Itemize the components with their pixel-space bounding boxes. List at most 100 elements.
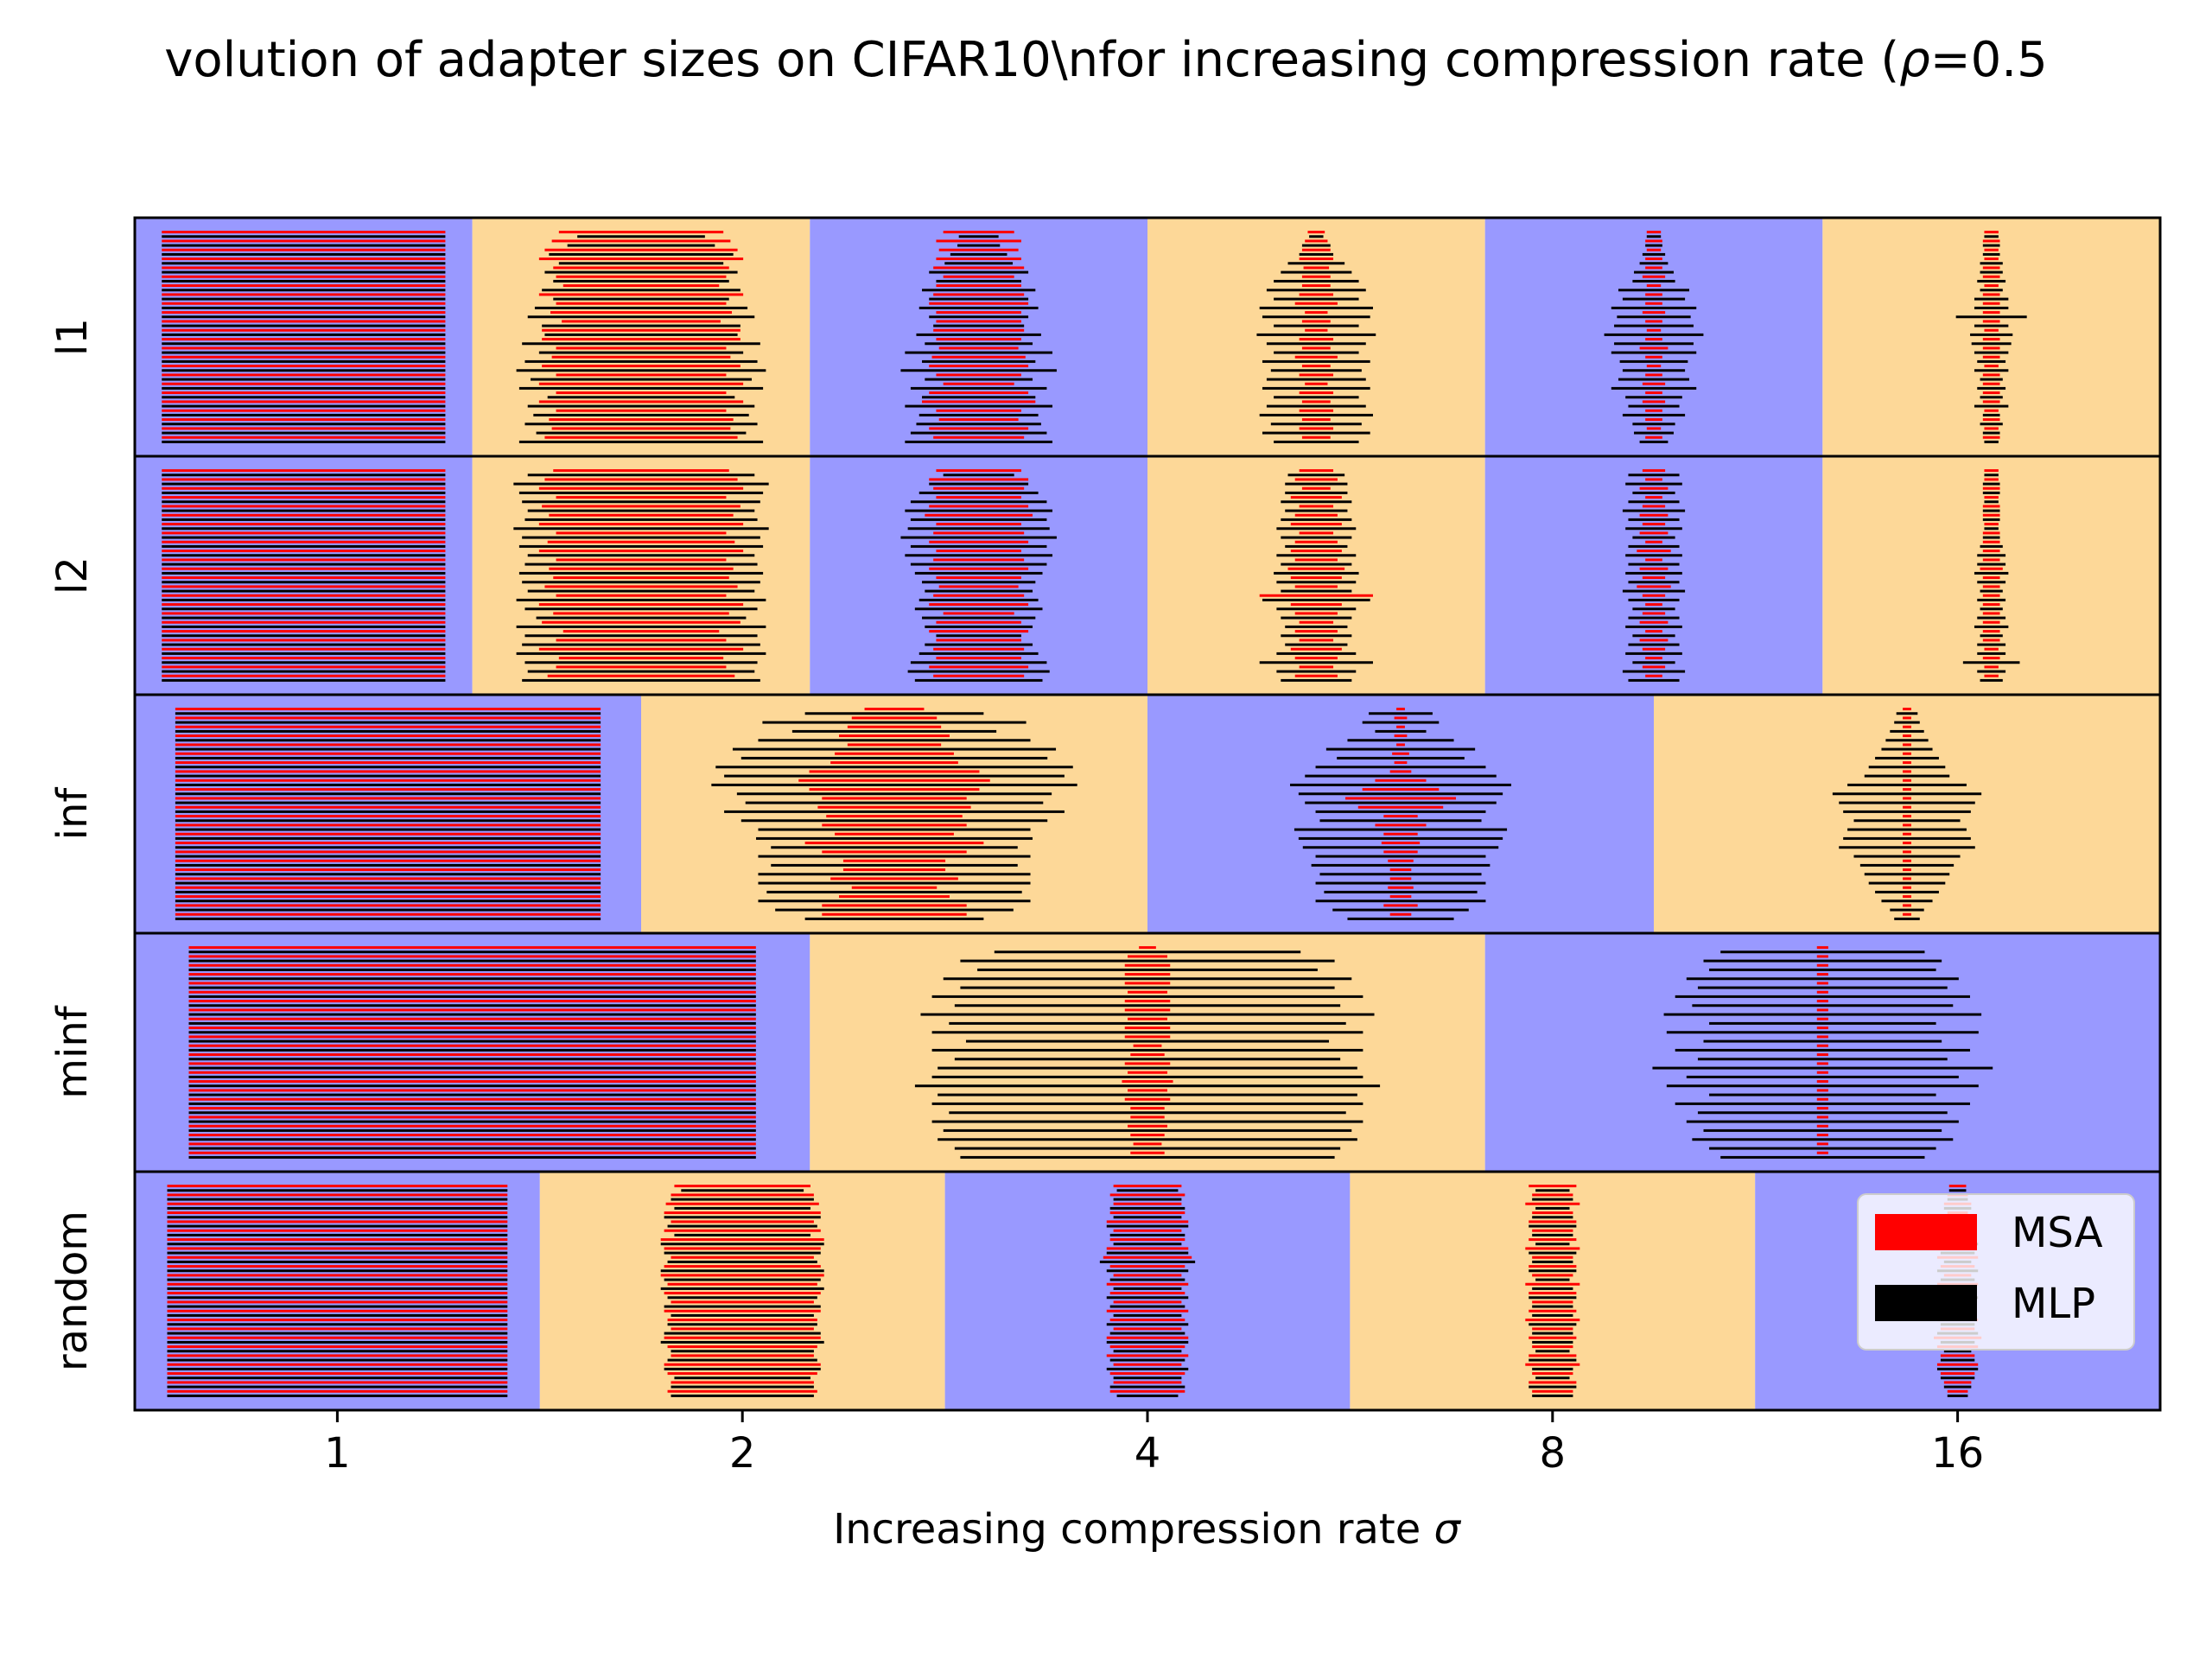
bar-l1-sigma-2-layer-12-mlp [544, 333, 738, 336]
bar-inf-sigma-4-layer-4-mlp [1347, 739, 1454, 742]
bar-minf-sigma-2-layer-4-msa [1124, 973, 1171, 976]
bar-minf-sigma-1-layer-5-msa [188, 982, 756, 985]
bar-l1-sigma-32-layer-17-msa [1982, 373, 2000, 377]
bar-l1-sigma-4-layer-8-mlp [929, 297, 1029, 301]
bar-random-sigma-16-layer-1-msa [1948, 1185, 1967, 1188]
bar-l1-sigma-8-layer-11-msa [1301, 320, 1331, 323]
bar-inf-sigma-1-layer-9-mlp [175, 783, 601, 786]
bar-l2-sigma-16-layer-10-msa [1637, 550, 1671, 553]
bar-inf-sigma-2-layer-17-msa [822, 850, 967, 854]
bar-l1-sigma-32-layer-21-mlp [1982, 413, 2000, 416]
bar-inf-sigma-4-layer-14-msa [1375, 823, 1427, 827]
bar-inf-sigma-2-layer-19-mlp [758, 873, 1031, 876]
bar-l2-sigma-32-layer-12-msa [1980, 567, 2003, 570]
bar-inf-sigma-8-layer-18-mlp [1859, 863, 1955, 867]
bar-inf-sigma-1-layer-21-mlp [175, 890, 601, 893]
bar-l2-sigma-32-layer-7-msa [1984, 523, 1999, 526]
bar-l1-sigma-1-layer-22-msa [162, 418, 446, 422]
bar-inf-sigma-2-layer-13-msa [826, 815, 963, 818]
bar-l1-sigma-8-layer-10-msa [1305, 311, 1328, 315]
bar-l2-sigma-1-layer-22-msa [162, 657, 446, 660]
bar-l1-sigma-8-layer-16-msa [1301, 365, 1331, 368]
bar-random-sigma-2-layer-22-mlp [674, 1376, 810, 1380]
x-tick-label-2: 2 [729, 1429, 756, 1478]
bar-inf-sigma-1-layer-20-msa [175, 877, 601, 880]
bar-l1-sigma-2-layer-12-msa [542, 328, 741, 332]
bar-l1-sigma-2-layer-7-msa [563, 284, 720, 288]
bar-inf-sigma-8-layer-17-msa [1903, 850, 1911, 854]
bar-l2-sigma-8-layer-23-msa [1299, 665, 1334, 669]
bar-minf-sigma-4-layer-15-msa [1816, 1071, 1828, 1074]
bar-l1-sigma-2-layer-23-mlp [536, 431, 747, 435]
bar-l2-sigma-4-layer-19-msa [929, 630, 1029, 633]
row-label-l2: l2 [48, 556, 97, 594]
bar-inf-sigma-2-layer-7-mlp [715, 766, 1073, 769]
bar-l2-sigma-4-layer-23-msa [929, 665, 1029, 669]
bar-l2-sigma-8-layer-2-mlp [1285, 482, 1348, 486]
bar-random-sigma-8-layer-13-msa [1529, 1292, 1577, 1295]
bar-l2-sigma-32-layer-10-mlp [1977, 554, 2006, 557]
band-inf-sigma-4 [1147, 695, 1654, 933]
bar-l1-sigma-2-layer-4-mlp [558, 262, 724, 265]
bar-random-sigma-1-layer-8-mlp [167, 1251, 508, 1255]
bar-inf-sigma-4-layer-12-msa [1357, 805, 1444, 809]
bar-l2-sigma-32-layer-17-msa [1982, 612, 2000, 615]
bar-inf-sigma-8-layer-18-msa [1903, 859, 1911, 862]
bar-random-sigma-16-layer-19-mlp [1943, 1350, 1972, 1353]
bar-l1-sigma-8-layer-3-mlp [1299, 252, 1334, 256]
bar-minf-sigma-4-layer-14-mlp [1652, 1066, 1993, 1070]
bar-l2-sigma-16-layer-16-mlp [1632, 607, 1675, 611]
bar-l1-sigma-2-layer-2-mlp [567, 244, 715, 247]
bar-l2-sigma-16-layer-13-msa [1642, 576, 1666, 580]
bar-minf-sigma-2-layer-13-msa [1130, 1053, 1165, 1057]
bar-l2-sigma-8-layer-22-mlp [1259, 661, 1373, 664]
bar-l2-sigma-4-layer-20-msa [936, 639, 1021, 642]
bar-random-sigma-1-layer-3-msa [167, 1202, 508, 1205]
bar-l2-sigma-16-layer-5-mlp [1622, 509, 1686, 512]
bar-l2-sigma-2-layer-14-mlp [527, 589, 755, 593]
bar-l1-sigma-32-layer-1-mlp [1984, 235, 1999, 238]
bar-random-sigma-2-layer-23-msa [671, 1381, 814, 1384]
bar-random-sigma-8-layer-22-msa [1532, 1372, 1573, 1376]
bar-l2-sigma-16-layer-12-mlp [1625, 571, 1682, 575]
bar-l2-sigma-2-layer-2-mlp [513, 482, 769, 486]
bar-random-sigma-8-layer-10-msa [1529, 1265, 1577, 1268]
bar-l1-sigma-8-layer-4-msa [1299, 257, 1334, 261]
bar-minf-sigma-1-layer-15-mlp [188, 1075, 756, 1078]
bar-minf-sigma-4-layer-1-mlp [1720, 950, 1925, 954]
bar-l1-sigma-8-layer-2-msa [1305, 239, 1328, 243]
bar-l2-sigma-8-layer-15-mlp [1262, 598, 1370, 601]
bar-random-sigma-16-layer-20-mlp [1940, 1358, 1975, 1362]
bar-l2-sigma-4-layer-16-mlp [914, 607, 1043, 611]
bar-l1-sigma-32-layer-13-mlp [1971, 342, 2012, 346]
bar-l2-sigma-2-layer-17-msa [553, 612, 729, 615]
bar-inf-sigma-4-layer-11-mlp [1305, 801, 1497, 804]
bar-inf-sigma-1-layer-3-mlp [175, 729, 601, 733]
bar-l1-sigma-8-layer-14-msa [1301, 346, 1331, 350]
bar-l2-sigma-1-layer-13-msa [162, 576, 446, 580]
bar-l2-sigma-32-layer-8-msa [1982, 531, 2000, 535]
bar-l1-sigma-8-layer-1-msa [1307, 231, 1325, 234]
bar-inf-sigma-4-layer-24-msa [1389, 912, 1412, 916]
bar-random-sigma-1-layer-17-mlp [167, 1332, 508, 1335]
bar-inf-sigma-2-layer-15-msa [835, 832, 954, 836]
bar-l1-sigma-8-layer-18-mlp [1262, 386, 1370, 390]
bar-random-sigma-4-layer-23-mlp [1109, 1385, 1185, 1389]
bar-random-sigma-8-layer-10-mlp [1529, 1269, 1577, 1273]
bar-l1-sigma-4-layer-10-msa [936, 311, 1021, 315]
bar-minf-sigma-4-layer-3-msa [1816, 963, 1828, 967]
bar-l1-sigma-32-layer-15-mlp [1977, 359, 2006, 363]
bar-inf-sigma-1-layer-10-msa [175, 788, 601, 791]
bar-l2-sigma-2-layer-7-msa [538, 523, 744, 526]
bar-l2-sigma-1-layer-21-msa [162, 647, 446, 651]
bar-inf-sigma-4-layer-8-msa [1389, 770, 1412, 773]
bar-l2-sigma-1-layer-17-mlp [162, 616, 446, 620]
bar-inf-sigma-1-layer-5-msa [175, 743, 601, 747]
band-l1-sigma-32 [1822, 218, 2160, 456]
bar-random-sigma-4-layer-12-mlp [1113, 1287, 1182, 1290]
bar-minf-sigma-2-layer-18-mlp [931, 1102, 1363, 1105]
bar-random-sigma-1-layer-20-mlp [167, 1358, 508, 1362]
bar-l2-sigma-16-layer-19-mlp [1632, 634, 1675, 638]
bar-l1-sigma-8-layer-10-mlp [1262, 315, 1370, 319]
bar-l1-sigma-4-layer-3-mlp [950, 252, 1007, 256]
